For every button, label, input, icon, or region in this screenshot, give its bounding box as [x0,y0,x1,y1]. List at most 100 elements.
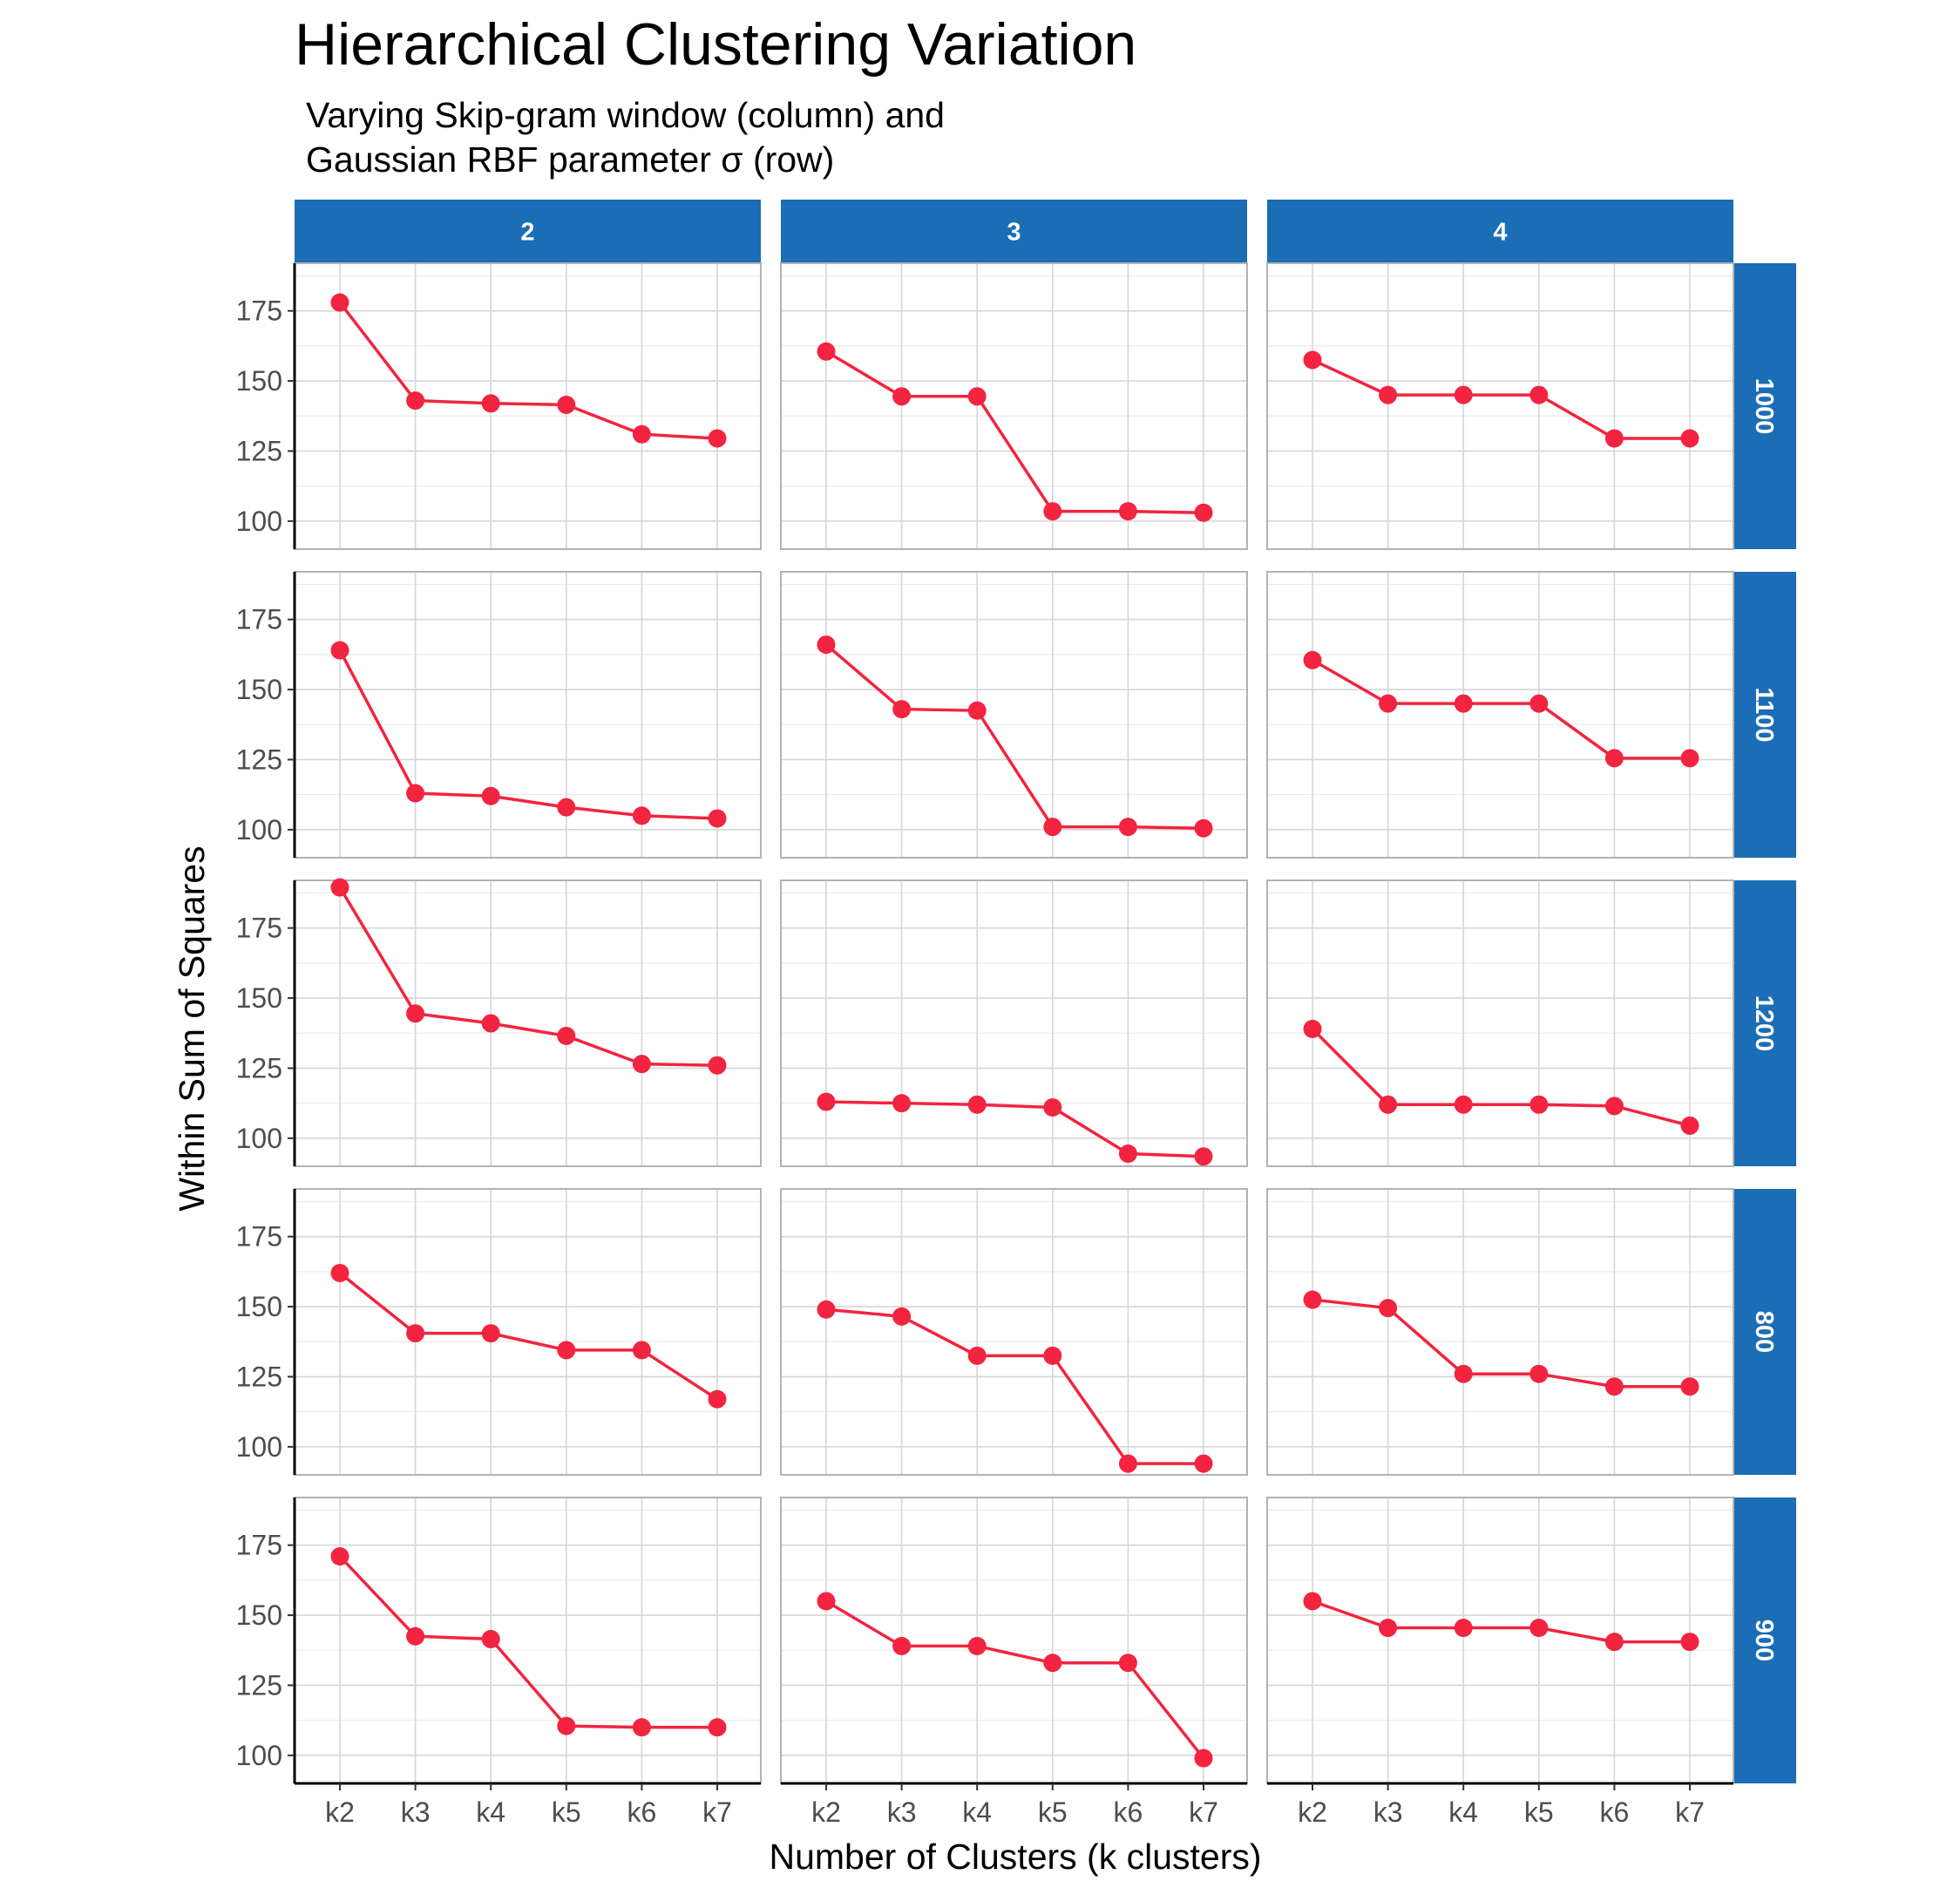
data-point [1454,1619,1473,1638]
x-tick-label: k6 [1114,1796,1143,1828]
y-tick-label: 100 [236,506,282,537]
panel-border [1266,262,1734,550]
row-strip-label: 800 [1750,1311,1778,1353]
data-series [817,1592,1213,1768]
x-tick-label: k7 [1189,1796,1218,1828]
data-series [1303,1592,1699,1652]
x-tick-label: k6 [627,1796,657,1828]
x-tick-label: k4 [962,1796,992,1828]
x-tick-label: k3 [887,1796,917,1828]
panel [780,879,1248,1167]
y-axis-title: Within Sum of Squares [172,846,212,1211]
x-tick-label: k7 [702,1796,732,1828]
panel [780,1497,1248,1784]
y-tick-label: 100 [236,814,282,846]
data-series [1303,1019,1699,1135]
data-point [1529,385,1549,404]
y-tick-label: 150 [236,674,282,705]
data-point [1454,1095,1473,1114]
y-tick-label: 150 [236,982,282,1014]
data-point [1379,385,1398,404]
data-point [817,635,836,655]
column-strip-label: 3 [1007,219,1021,247]
column-strip [1267,200,1733,263]
data-point [481,394,500,413]
series-line [824,643,1204,830]
data-point [557,395,576,414]
data-point [406,1627,425,1646]
data-point [817,342,836,361]
data-point [1303,1592,1322,1611]
panel [294,1188,762,1476]
data-point [1604,429,1624,448]
series-line [1312,1298,1690,1389]
x-tick-label: k7 [1675,1796,1705,1828]
data-point [708,429,727,448]
data-series [817,1300,1213,1473]
x-tick-label: k4 [476,1796,505,1828]
row-strip [1733,1189,1796,1475]
row-strip-label: 1000 [1750,378,1778,435]
series-line [1311,1028,1691,1128]
data-point [1680,1633,1699,1652]
data-point [967,387,987,406]
series-line [825,1307,1204,1465]
data-point [1303,650,1322,669]
data-point [632,1055,651,1074]
y-tick-label: 175 [236,913,282,944]
data-point [708,1056,727,1075]
y-tick-label: 125 [236,1052,282,1083]
panel [780,571,1248,859]
data-point [1303,1019,1322,1038]
chart-title: Hierarchical Clustering Variation [295,11,1136,78]
data-point [708,1389,727,1409]
x-tick-label: k2 [1298,1796,1327,1828]
data-point [892,1636,912,1655]
y-tick-label: 150 [236,1599,282,1631]
panel-border [780,262,1248,550]
chart-subtitle-line-2: Gaussian RBF parameter σ (row) [306,139,834,180]
x-tick-label: k5 [552,1796,581,1828]
data-point [1680,1116,1699,1135]
y-tick-label: 150 [236,1291,282,1322]
row-strip [1733,880,1796,1166]
x-tick-label: k2 [811,1796,841,1828]
x-tick-label: k5 [1038,1796,1068,1828]
x-tick-label: k6 [1600,1796,1630,1828]
row-strip-label: 900 [1750,1620,1778,1661]
data-series [817,342,1213,522]
facet-panels: 2 3 4 1000 1100 1200 800 900 100 125 150 175 100 125 1… [236,200,1796,1828]
panel-background [781,1497,1247,1783]
panel-border [780,571,1248,859]
data-point [1043,502,1062,521]
data-point [1604,749,1624,768]
y-tick-label: 175 [236,1221,282,1253]
data-point [1529,1619,1549,1638]
data-point [1194,1749,1213,1768]
series-line [825,1599,1205,1760]
data-point [892,387,912,406]
panel-background [781,572,1247,858]
data-point [967,1346,987,1365]
data-point [967,1095,987,1114]
panel-background [295,1189,761,1475]
data-point [1680,1377,1699,1396]
data-point [1454,1364,1473,1383]
data-point [1379,1299,1398,1318]
data-point [892,1094,912,1113]
panel [780,1188,1248,1476]
x-tick-label: k3 [401,1796,431,1828]
data-point [708,809,727,828]
data-point [708,1718,727,1737]
data-series [1303,350,1699,448]
x-tick-label: k4 [1448,1796,1478,1828]
data-series [330,293,727,448]
data-point [406,1004,425,1023]
data-series [817,635,1213,838]
y-tick-label: 175 [236,1530,282,1561]
panel [294,879,762,1167]
panel-background [1267,263,1733,549]
data-point [406,784,425,803]
panel [1266,262,1734,550]
data-point [481,1014,500,1033]
